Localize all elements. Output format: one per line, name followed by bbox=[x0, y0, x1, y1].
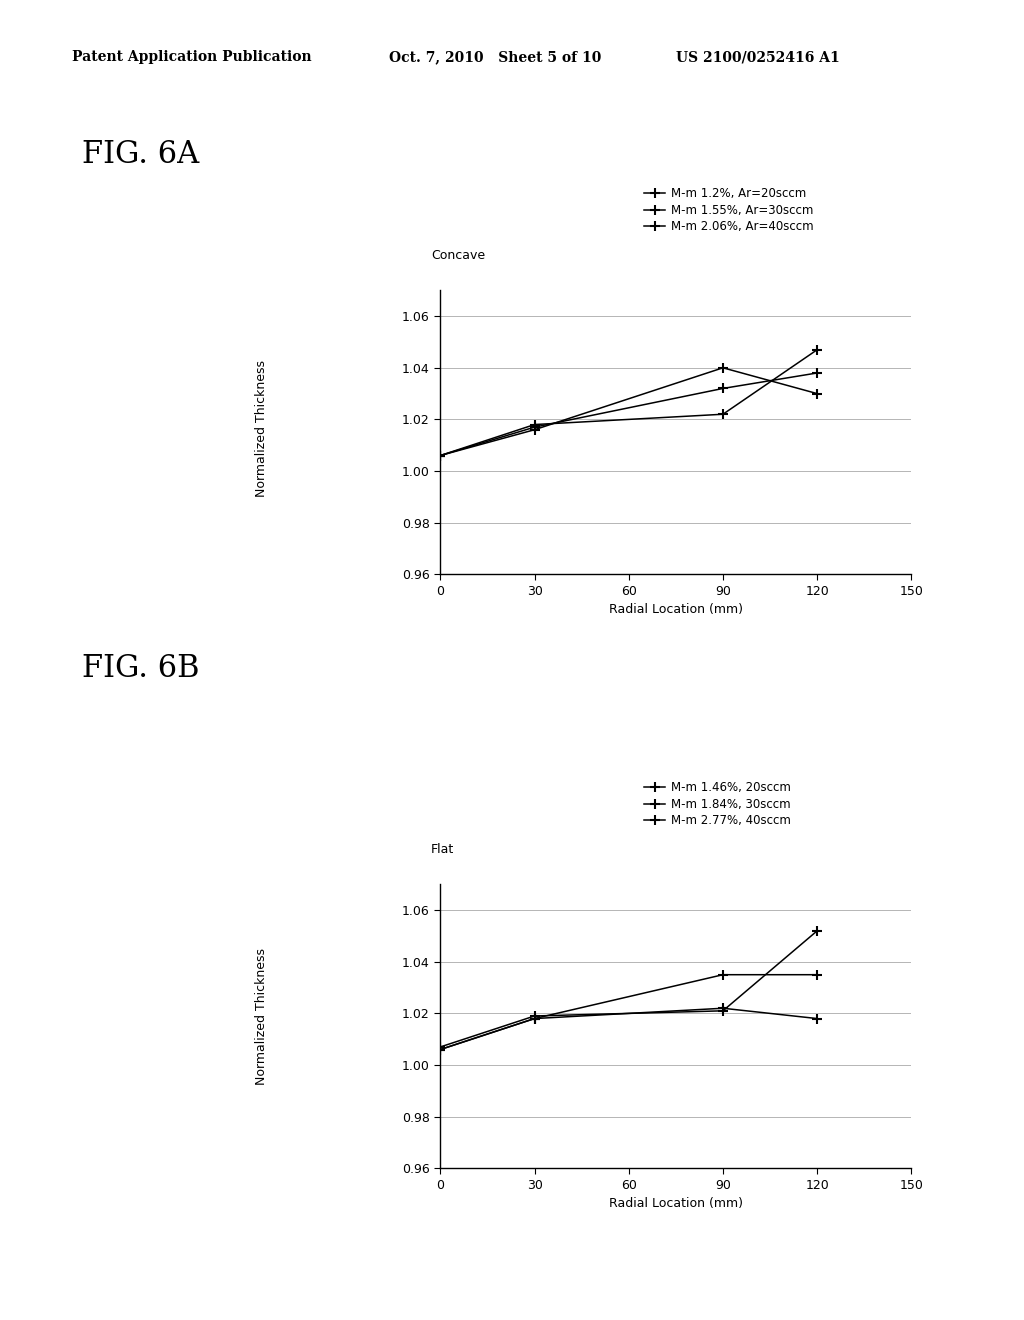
Line: M-m 2.06%, Ar=40sccm: M-m 2.06%, Ar=40sccm bbox=[435, 363, 822, 461]
M-m 1.2%, Ar=20sccm bbox=[717, 407, 729, 422]
Line: M-m 1.55%, Ar=30sccm: M-m 1.55%, Ar=30sccm bbox=[435, 368, 822, 461]
M-m 1.84%, 30sccm bbox=[528, 1011, 541, 1027]
M-m 1.55%, Ar=30sccm bbox=[434, 447, 446, 463]
M-m 2.77%, 40sccm bbox=[434, 1041, 446, 1057]
M-m 2.06%, Ar=40sccm bbox=[528, 422, 541, 438]
Line: M-m 2.77%, 40sccm: M-m 2.77%, 40sccm bbox=[435, 1003, 822, 1055]
M-m 2.77%, 40sccm bbox=[717, 1001, 729, 1016]
X-axis label: Radial Location (mm): Radial Location (mm) bbox=[609, 1197, 742, 1210]
Legend: M-m 1.46%, 20sccm, M-m 1.84%, 30sccm, M-m 2.77%, 40sccm: M-m 1.46%, 20sccm, M-m 1.84%, 30sccm, M-… bbox=[644, 781, 792, 828]
M-m 1.84%, 30sccm bbox=[811, 966, 823, 982]
Text: Flat: Flat bbox=[431, 843, 455, 855]
Line: M-m 1.2%, Ar=20sccm: M-m 1.2%, Ar=20sccm bbox=[435, 345, 822, 461]
Legend: M-m 1.2%, Ar=20sccm, M-m 1.55%, Ar=30sccm, M-m 2.06%, Ar=40sccm: M-m 1.2%, Ar=20sccm, M-m 1.55%, Ar=30scc… bbox=[644, 187, 814, 234]
Text: Normalized Thickness: Normalized Thickness bbox=[255, 948, 267, 1085]
M-m 1.2%, Ar=20sccm bbox=[434, 447, 446, 463]
M-m 1.2%, Ar=20sccm bbox=[811, 342, 823, 358]
M-m 1.84%, 30sccm bbox=[717, 966, 729, 982]
M-m 2.06%, Ar=40sccm bbox=[811, 385, 823, 401]
M-m 2.77%, 40sccm bbox=[811, 1011, 823, 1027]
M-m 2.06%, Ar=40sccm bbox=[717, 360, 729, 376]
Text: FIG. 6B: FIG. 6B bbox=[82, 653, 200, 684]
Text: Oct. 7, 2010   Sheet 5 of 10: Oct. 7, 2010 Sheet 5 of 10 bbox=[389, 50, 601, 65]
M-m 1.55%, Ar=30sccm bbox=[528, 420, 541, 436]
Text: Concave: Concave bbox=[431, 249, 485, 261]
X-axis label: Radial Location (mm): Radial Location (mm) bbox=[609, 603, 742, 616]
M-m 1.46%, 20sccm bbox=[528, 1008, 541, 1024]
M-m 1.55%, Ar=30sccm bbox=[717, 380, 729, 396]
M-m 2.77%, 40sccm bbox=[528, 1011, 541, 1027]
M-m 1.2%, Ar=20sccm bbox=[528, 417, 541, 433]
Text: FIG. 6A: FIG. 6A bbox=[82, 139, 200, 169]
M-m 2.06%, Ar=40sccm bbox=[434, 447, 446, 463]
M-m 1.46%, 20sccm bbox=[811, 923, 823, 939]
Text: Normalized Thickness: Normalized Thickness bbox=[255, 360, 267, 498]
M-m 1.84%, 30sccm bbox=[434, 1041, 446, 1057]
M-m 1.46%, 20sccm bbox=[717, 1003, 729, 1019]
Line: M-m 1.84%, 30sccm: M-m 1.84%, 30sccm bbox=[435, 970, 822, 1055]
M-m 1.46%, 20sccm bbox=[434, 1039, 446, 1055]
Line: M-m 1.46%, 20sccm: M-m 1.46%, 20sccm bbox=[435, 925, 822, 1052]
Text: US 2100/0252416 A1: US 2100/0252416 A1 bbox=[676, 50, 840, 65]
Text: Patent Application Publication: Patent Application Publication bbox=[72, 50, 311, 65]
M-m 1.55%, Ar=30sccm bbox=[811, 366, 823, 381]
